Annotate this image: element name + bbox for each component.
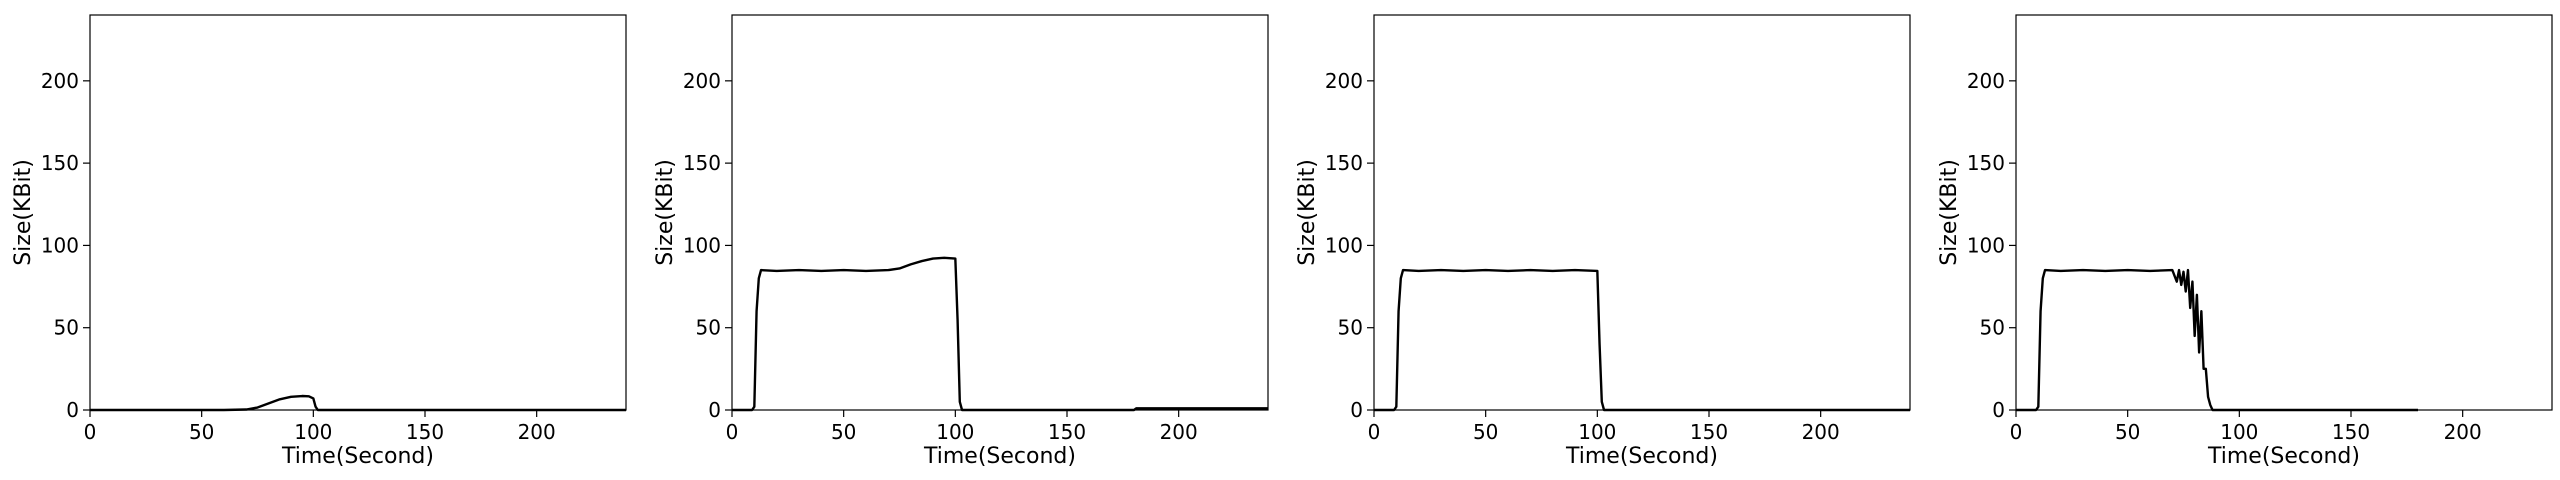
chart-panel-1: 0 50 100 150 200 0 50 100 150 200 Time(Second) Size… — [11, 14, 627, 469]
y-tick-label: 0 — [66, 398, 79, 422]
x-tick-label: 150 — [1690, 420, 1728, 444]
series-line — [90, 394, 626, 412]
x-tick-label: 150 — [1048, 420, 1086, 444]
series-line — [2016, 268, 2418, 412]
plot-frame — [1373, 14, 1911, 411]
y-tick-label: 50 — [54, 316, 79, 340]
chart-panel-3: 0 50 100 150 200 0 50 100 150 200 Time(Second) Size… — [1295, 14, 1911, 469]
x-axis-label: Time(Second) — [2207, 444, 2360, 469]
y-tick-label: 150 — [1967, 151, 2005, 175]
x-tick-label: 150 — [406, 420, 444, 444]
y-tick-label: 150 — [41, 151, 79, 175]
y-tick-label: 100 — [41, 233, 79, 257]
x-axis-label: Time(Second) — [923, 444, 1076, 469]
plot-frame — [89, 14, 627, 411]
plot-frame — [2015, 14, 2553, 411]
chart-panel-2: 0 50 100 150 200 0 50 100 150 200 Time(Second) Size… — [653, 14, 1269, 469]
y-tick-label: 0 — [1350, 398, 1363, 422]
series-line — [732, 256, 1268, 412]
y-tick-label: 0 — [708, 398, 721, 422]
x-tick-label: 50 — [2115, 420, 2140, 444]
x-axis-label: Time(Second) — [281, 444, 434, 469]
x-tick-label: 100 — [2220, 420, 2258, 444]
series-line — [1374, 268, 1910, 412]
x-tick-label: 100 — [294, 420, 332, 444]
y-tick-label: 50 — [1338, 316, 1363, 340]
x-tick-label: 200 — [1160, 420, 1198, 444]
y-tick-label: 0 — [1992, 398, 2005, 422]
y-tick-label: 50 — [1980, 316, 2005, 340]
x-axis-label: Time(Second) — [1565, 444, 1718, 469]
y-axis-label: Size(KBit) — [1295, 159, 1320, 266]
x-tick-label: 0 — [726, 420, 739, 444]
x-tick-label: 0 — [84, 420, 97, 444]
y-axis-label: Size(KBit) — [1937, 159, 1962, 266]
y-tick-label: 50 — [696, 316, 721, 340]
y-axis-label: Size(KBit) — [11, 159, 36, 266]
x-tick-label: 200 — [1802, 420, 1840, 444]
y-tick-label: 200 — [1325, 69, 1363, 93]
y-tick-label: 100 — [1967, 233, 2005, 257]
y-tick-label: 100 — [683, 233, 721, 257]
x-tick-label: 100 — [936, 420, 974, 444]
y-tick-label: 150 — [683, 151, 721, 175]
y-tick-label: 200 — [41, 69, 79, 93]
y-tick-label: 200 — [1967, 69, 2005, 93]
chart-panel-4: 0 50 100 150 200 0 50 100 150 200 Time(Second) Size… — [1937, 14, 2553, 469]
x-tick-label: 100 — [1578, 420, 1616, 444]
x-tick-label: 150 — [2332, 420, 2370, 444]
x-tick-label: 50 — [831, 420, 856, 444]
x-tick-label: 200 — [2444, 420, 2482, 444]
y-tick-label: 150 — [1325, 151, 1363, 175]
y-axis-label: Size(KBit) — [653, 159, 678, 266]
y-tick-label: 200 — [683, 69, 721, 93]
x-tick-label: 0 — [2010, 420, 2023, 444]
x-tick-label: 50 — [1473, 420, 1498, 444]
y-tick-label: 100 — [1325, 233, 1363, 257]
x-tick-label: 200 — [518, 420, 556, 444]
x-tick-label: 0 — [1368, 420, 1381, 444]
x-tick-label: 50 — [189, 420, 214, 444]
plot-frame — [731, 14, 1269, 411]
